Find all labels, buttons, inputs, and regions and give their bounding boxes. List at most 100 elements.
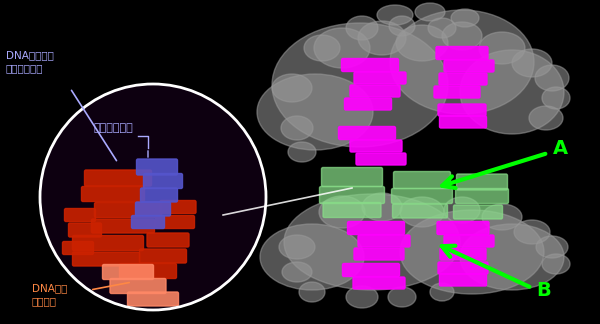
Ellipse shape [400, 197, 444, 227]
Ellipse shape [415, 3, 445, 21]
Ellipse shape [304, 35, 340, 61]
FancyBboxPatch shape [434, 86, 480, 98]
FancyBboxPatch shape [143, 173, 182, 189]
FancyBboxPatch shape [91, 219, 155, 233]
FancyBboxPatch shape [140, 188, 178, 202]
FancyBboxPatch shape [437, 222, 489, 235]
Ellipse shape [390, 10, 534, 114]
Ellipse shape [260, 224, 364, 290]
Ellipse shape [389, 16, 415, 36]
Circle shape [40, 84, 266, 310]
Ellipse shape [346, 286, 378, 308]
Ellipse shape [288, 142, 316, 162]
Ellipse shape [542, 254, 570, 274]
Ellipse shape [514, 220, 550, 244]
Ellipse shape [346, 16, 378, 40]
FancyBboxPatch shape [439, 73, 487, 85]
FancyBboxPatch shape [344, 98, 392, 110]
FancyBboxPatch shape [354, 248, 404, 260]
FancyBboxPatch shape [392, 189, 452, 203]
FancyBboxPatch shape [347, 222, 404, 235]
FancyBboxPatch shape [454, 205, 503, 219]
Ellipse shape [396, 25, 448, 61]
FancyBboxPatch shape [136, 202, 170, 216]
FancyBboxPatch shape [131, 215, 164, 228]
FancyBboxPatch shape [341, 59, 398, 72]
Text: DNA切断
活性部分: DNA切断 活性部分 [32, 283, 67, 306]
FancyBboxPatch shape [73, 252, 139, 266]
FancyBboxPatch shape [392, 204, 448, 218]
Ellipse shape [536, 236, 568, 258]
FancyBboxPatch shape [350, 140, 402, 152]
Ellipse shape [542, 87, 570, 109]
FancyBboxPatch shape [394, 171, 451, 189]
FancyBboxPatch shape [439, 274, 487, 286]
Text: A: A [553, 138, 568, 157]
FancyBboxPatch shape [455, 189, 509, 203]
Ellipse shape [272, 74, 312, 102]
FancyBboxPatch shape [343, 263, 400, 276]
FancyBboxPatch shape [436, 47, 488, 60]
FancyBboxPatch shape [358, 235, 410, 247]
Ellipse shape [358, 21, 406, 55]
FancyBboxPatch shape [338, 126, 395, 140]
Ellipse shape [284, 194, 460, 290]
FancyBboxPatch shape [147, 233, 189, 247]
Ellipse shape [428, 18, 456, 38]
Ellipse shape [272, 23, 448, 147]
FancyBboxPatch shape [354, 72, 406, 84]
Ellipse shape [400, 210, 544, 294]
Text: DNA切断活性
に必要な箇所: DNA切断活性 に必要な箇所 [6, 50, 54, 73]
Ellipse shape [535, 65, 569, 91]
FancyBboxPatch shape [68, 223, 101, 237]
FancyBboxPatch shape [457, 174, 508, 190]
FancyBboxPatch shape [95, 202, 161, 217]
FancyBboxPatch shape [438, 262, 488, 274]
Ellipse shape [512, 49, 552, 77]
Ellipse shape [281, 116, 313, 140]
FancyBboxPatch shape [137, 159, 178, 175]
Ellipse shape [257, 74, 373, 150]
Ellipse shape [319, 196, 365, 228]
FancyBboxPatch shape [155, 215, 194, 228]
FancyBboxPatch shape [350, 85, 400, 97]
FancyBboxPatch shape [65, 209, 95, 222]
Ellipse shape [460, 50, 564, 134]
Ellipse shape [279, 235, 315, 259]
Ellipse shape [479, 32, 525, 64]
Text: B: B [536, 282, 551, 300]
FancyBboxPatch shape [139, 249, 187, 263]
FancyBboxPatch shape [119, 263, 176, 279]
FancyBboxPatch shape [356, 153, 406, 165]
FancyBboxPatch shape [353, 277, 405, 289]
FancyBboxPatch shape [323, 202, 381, 217]
FancyBboxPatch shape [440, 248, 486, 260]
Ellipse shape [282, 262, 312, 282]
Ellipse shape [444, 197, 480, 223]
Ellipse shape [362, 193, 402, 221]
Ellipse shape [299, 282, 325, 302]
FancyBboxPatch shape [444, 60, 494, 72]
FancyBboxPatch shape [320, 187, 385, 203]
FancyBboxPatch shape [62, 241, 94, 254]
FancyBboxPatch shape [444, 235, 494, 247]
Ellipse shape [430, 283, 454, 301]
FancyBboxPatch shape [128, 292, 179, 306]
FancyBboxPatch shape [439, 116, 487, 128]
Ellipse shape [451, 9, 479, 27]
FancyBboxPatch shape [160, 201, 196, 214]
Ellipse shape [314, 28, 370, 68]
FancyBboxPatch shape [322, 168, 383, 187]
Text: 交差結合部分: 交差結合部分 [93, 123, 133, 133]
FancyBboxPatch shape [438, 104, 486, 116]
Ellipse shape [529, 106, 563, 130]
FancyBboxPatch shape [103, 264, 154, 280]
Ellipse shape [482, 204, 522, 230]
FancyBboxPatch shape [85, 170, 151, 186]
Ellipse shape [388, 287, 416, 307]
Ellipse shape [442, 22, 482, 50]
FancyBboxPatch shape [73, 236, 143, 250]
Ellipse shape [460, 224, 564, 290]
FancyBboxPatch shape [110, 279, 166, 294]
Ellipse shape [377, 5, 413, 25]
